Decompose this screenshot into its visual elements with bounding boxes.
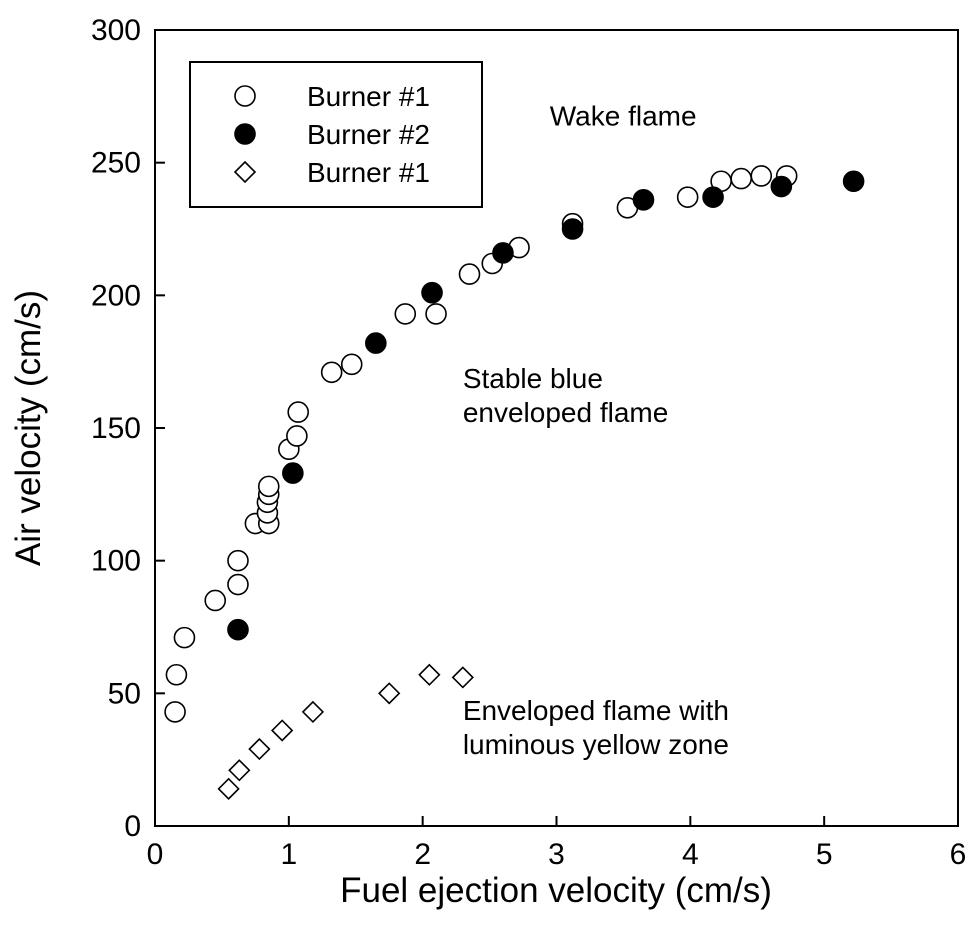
burner-1-point [676,186,699,208]
region-annotation: enveloped flame [463,397,668,428]
burner-1-point [340,353,363,376]
burner-1-point [425,303,447,325]
burner-1-point [750,165,773,187]
burner-1-point [458,263,481,285]
legend-label: Burner #2 [307,119,430,150]
x-tick-label: 6 [950,838,967,871]
burner-1-point [227,573,249,596]
x-tick-label: 3 [548,838,565,871]
y-axis-title: Air velocity (cm/s) [9,290,48,566]
y-tick-label: 0 [124,810,141,843]
burner-1-diamond-point [301,700,325,724]
legend-marker [234,123,256,145]
burner-1-point [164,701,186,723]
y-tick-label: 250 [91,147,141,180]
y-tick-label: 200 [91,279,141,312]
burner-1-point [204,589,227,612]
region-annotation: luminous yellow zone [463,729,729,760]
x-axis-title: Fuel ejection velocity (cm/s) [340,871,772,910]
burner-2-point [492,242,514,264]
legend-marker [234,85,256,107]
burner-1-point [320,361,343,384]
burner-1-point [394,303,417,325]
burner-2-point [365,332,387,354]
region-annotation: Stable blue [463,363,603,394]
legend-marker [233,160,257,184]
burner-1-point [287,401,310,423]
burner-1-diamond-point [271,719,294,742]
legend-label: Burner #1 [307,81,430,112]
x-tick-label: 5 [816,838,833,871]
burner-1-diamond-point [248,737,271,761]
region-annotation: Enveloped flame with [463,695,729,726]
burner-2-point [842,170,865,193]
burner-1-diamond-point [217,777,240,800]
y-tick-label: 50 [108,677,141,710]
burner-1-diamond-point [418,663,441,686]
burner-2-point [561,218,584,240]
burner-1-point [227,549,249,572]
burner-1-diamond-point [451,666,474,689]
burner-1-point [173,626,196,649]
legend: Burner #1 Burner #2 Burner #1 [189,61,483,208]
burner-1-point [286,425,308,447]
burner-1-point [165,663,188,686]
x-tick-label: 0 [147,838,164,871]
x-tick-label: 2 [414,838,431,871]
burner-2-point [227,618,249,641]
burner-1-diamond-point [228,759,251,782]
burner-2-point [421,281,443,304]
y-tick-label: 100 [91,545,141,578]
burner-2-point [282,462,304,484]
y-tick-label: 150 [91,412,141,445]
region-annotation: Wake flame [550,101,697,132]
burner-2-point [702,186,724,208]
x-tick-label: 1 [280,838,297,871]
legend-label: Burner #1 [307,157,430,188]
y-tick-label: 300 [91,14,141,47]
burner-2-point [632,189,655,211]
burner-1-point [257,475,280,498]
x-tick-label: 4 [682,838,699,871]
burner-1-point [730,167,752,190]
burner-2-point [770,175,793,198]
burner-1-diamond-point [378,682,401,705]
